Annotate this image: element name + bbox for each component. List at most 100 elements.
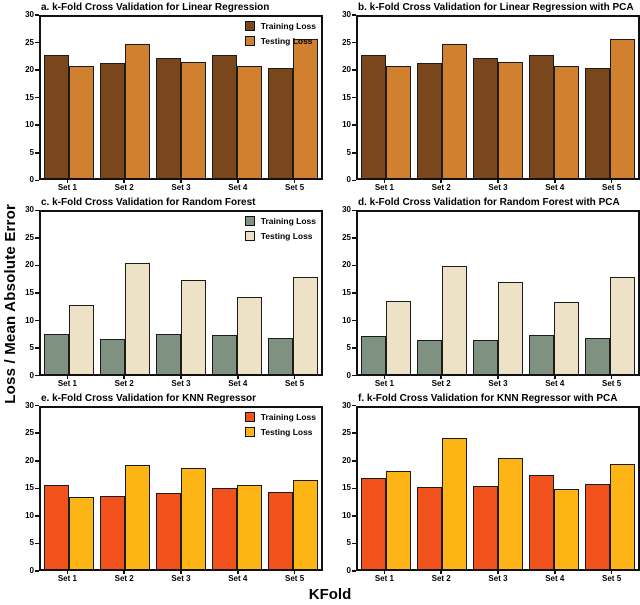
y-tick-label: 25 <box>342 38 356 47</box>
y-tick-mark <box>35 570 39 572</box>
plot-area-b <box>356 15 640 181</box>
bar <box>267 67 293 179</box>
x-tick-label: Set 4 <box>228 183 248 193</box>
x-tick-mark <box>497 375 499 379</box>
bar-group <box>265 408 321 569</box>
bar-group <box>209 212 265 374</box>
y-tick-label: 25 <box>25 37 39 47</box>
y-tick-label: 30 <box>342 401 356 410</box>
bar <box>360 336 386 374</box>
bar <box>472 339 498 374</box>
panel-plot-row: 0 5 10 15 20 25 30 <box>337 206 640 379</box>
y-tick-label: 15 <box>25 93 39 102</box>
x-tick-label: Set 5 <box>285 573 305 583</box>
panel-c: c. k-Fold Cross Validation for Random Fo… <box>20 197 323 390</box>
panel-plot-row: 0 5 10 15 20 25 30 <box>337 401 640 574</box>
legend-swatch <box>244 21 255 31</box>
bar <box>610 464 636 569</box>
bar <box>584 337 610 374</box>
y-tick-value: 5 <box>29 147 34 157</box>
x-tick-mark <box>610 180 613 184</box>
panel-title-c: c. k-Fold Cross Validation for Random Fo… <box>41 197 256 209</box>
y-tick-value: 25 <box>342 232 351 242</box>
legend-label: Training Loss <box>260 411 316 422</box>
x-tick-mark <box>66 570 69 574</box>
x-tick-label: Set 1 <box>57 183 77 193</box>
x-tick-label: Set 5 <box>285 378 305 388</box>
y-tick-label: 0 <box>347 371 356 380</box>
x-tick-mark <box>237 180 239 184</box>
panel-a: a. k-Fold Cross Validation for Linear Re… <box>20 2 323 195</box>
x-tick-mark <box>383 375 386 379</box>
y-axis-label-strip: Loss / Mean Absolute Error <box>0 2 20 605</box>
y-tick-mark <box>35 487 39 490</box>
bar <box>181 62 207 179</box>
y-tick-value: 30 <box>342 205 351 215</box>
y-tick-mark <box>352 96 356 99</box>
x-tick-label: Set 1 <box>374 573 394 583</box>
y-tick-mark <box>35 319 39 322</box>
bar-group <box>526 17 582 179</box>
x-tick-mark <box>440 375 442 379</box>
y-tick-label: 15 <box>342 484 356 492</box>
bar <box>584 484 610 569</box>
y-tick-mark <box>35 152 39 154</box>
bar <box>155 493 181 569</box>
y-tick-mark <box>35 432 39 434</box>
y-axis-label: Loss / Mean Absolute Error <box>1 203 19 404</box>
bar-group <box>358 17 414 179</box>
bar <box>69 66 95 179</box>
bar <box>43 54 69 179</box>
y-tick-label: 30 <box>25 400 39 410</box>
x-tick-label: Set 5 <box>602 183 622 193</box>
y-tick-value: 30 <box>342 10 351 19</box>
y-tick-label: 20 <box>342 456 356 465</box>
x-axis-label: KFold <box>308 586 352 603</box>
bar-group <box>97 17 153 179</box>
y-tick-label: 5 <box>30 539 39 547</box>
y-axis-ticks: 0 5 10 15 20 25 30 <box>337 401 356 574</box>
y-tick-value: 25 <box>25 37 34 47</box>
x-tick-mark <box>383 180 386 184</box>
bar <box>237 66 263 179</box>
y-tick-mark <box>352 124 356 126</box>
y-tick-mark <box>352 209 356 212</box>
y-tick-mark <box>35 404 39 407</box>
bar-group <box>41 408 97 569</box>
y-tick-label: 5 <box>29 147 39 157</box>
y-tick-mark <box>352 14 356 16</box>
x-axis-ticks: Set 1 Set 2 Set 3 Set 4 Set 5 <box>39 570 323 586</box>
plot-area-f <box>356 405 640 571</box>
x-axis-ticks: Set 1 Set 2 Set 3 Set 4 Set 5 <box>356 180 640 195</box>
bar <box>99 338 125 374</box>
bar-group <box>358 408 414 569</box>
panel-title-b: b. k-Fold Cross Validation for Linear Re… <box>358 2 634 13</box>
y-tick-value: 15 <box>342 92 351 102</box>
x-tick-mark <box>440 180 442 184</box>
y-tick-mark <box>352 41 356 44</box>
y-tick-value: 20 <box>25 455 34 465</box>
x-tick-label: Set 1 <box>374 378 394 388</box>
x-tick-label: Set 3 <box>171 378 191 388</box>
bar-group <box>153 212 209 374</box>
legend-item: Training Loss <box>244 411 316 422</box>
y-tick-label: 25 <box>25 233 39 242</box>
x-tick-label: Set 4 <box>228 573 248 583</box>
y-tick-value: 25 <box>25 428 34 438</box>
bar <box>211 55 237 179</box>
y-tick-label: 5 <box>347 344 356 352</box>
y-tick-value: 0 <box>29 565 34 575</box>
x-tick-mark <box>610 570 613 574</box>
bar <box>386 470 412 569</box>
x-axis-ticks: Set 1 Set 2 Set 3 Set 4 Set 5 <box>39 180 323 195</box>
y-tick-label: 25 <box>25 429 39 437</box>
panel-plot-row: 0 5 10 15 20 25 30 Training Loss Testing Loss <box>20 11 323 184</box>
bar-group <box>209 408 265 569</box>
panels-grid: a. k-Fold Cross Validation for Linear Re… <box>20 2 640 586</box>
x-tick-label: Set 2 <box>114 183 134 193</box>
y-tick-label: 20 <box>25 66 39 74</box>
bar-group <box>153 17 209 179</box>
y-tick-value: 30 <box>25 400 34 410</box>
bar <box>69 304 95 374</box>
y-tick-value: 25 <box>342 428 351 438</box>
